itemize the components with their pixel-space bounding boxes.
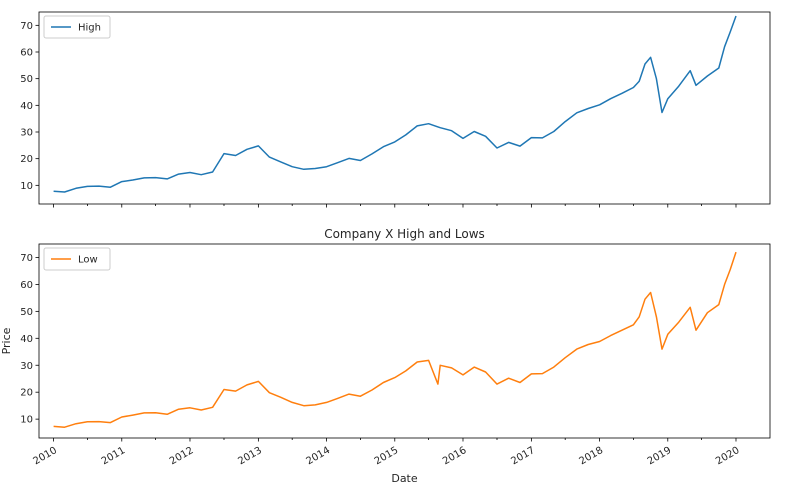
legend-box bbox=[43, 15, 111, 39]
y-tick-label: 30 bbox=[20, 361, 33, 372]
y-tick-label: 10 bbox=[20, 181, 33, 192]
x-tick-label: 2014 bbox=[305, 445, 333, 467]
y-tick-label: 40 bbox=[20, 101, 33, 112]
y-tick-label: 60 bbox=[20, 48, 33, 59]
chart-title: Company X High and Lows bbox=[324, 227, 485, 241]
x-tick-label: 2010 bbox=[32, 445, 60, 467]
legend-box bbox=[43, 247, 111, 271]
y-tick-label: 20 bbox=[20, 388, 33, 399]
y-tick-label: 40 bbox=[20, 334, 33, 345]
plot-frame bbox=[38, 243, 771, 439]
y-tick-label: 20 bbox=[20, 154, 33, 165]
y-tick-label: 10 bbox=[20, 415, 33, 426]
x-tick-label: 2019 bbox=[646, 445, 674, 467]
high-price-panel: 10 20 30 40 50 60 70 High bbox=[20, 11, 771, 208]
legend-label: Low bbox=[78, 255, 98, 266]
x-tick-label: 2012 bbox=[168, 445, 196, 467]
x-tick-label: 2017 bbox=[509, 445, 537, 467]
y-axis-label: Price bbox=[0, 327, 13, 354]
x-tick-label: 2020 bbox=[714, 445, 742, 467]
y-tick-label: 30 bbox=[20, 128, 33, 139]
plot-frame bbox=[38, 11, 771, 205]
y-tick-label: 50 bbox=[20, 307, 33, 318]
x-tick-label: 2013 bbox=[236, 445, 264, 467]
series-line-high bbox=[53, 15, 737, 193]
x-tick-label: 2016 bbox=[441, 445, 469, 467]
low-price-panel: 10 20 30 40 50 60 70 2010 2011 2012 2013 2014 2015 20… bbox=[20, 243, 771, 467]
x-tick-label: 2011 bbox=[100, 445, 128, 467]
y-tick-label: 70 bbox=[20, 21, 33, 32]
x-tick-label: 2015 bbox=[373, 445, 401, 467]
y-tick-label: 60 bbox=[20, 280, 33, 291]
series-line-low bbox=[53, 251, 737, 428]
legend-label: High bbox=[78, 23, 101, 34]
x-axis-label: Date bbox=[391, 472, 418, 485]
y-tick-label: 50 bbox=[20, 74, 33, 85]
y-tick-label: 70 bbox=[20, 253, 33, 264]
x-tick-label: 2018 bbox=[578, 445, 606, 467]
